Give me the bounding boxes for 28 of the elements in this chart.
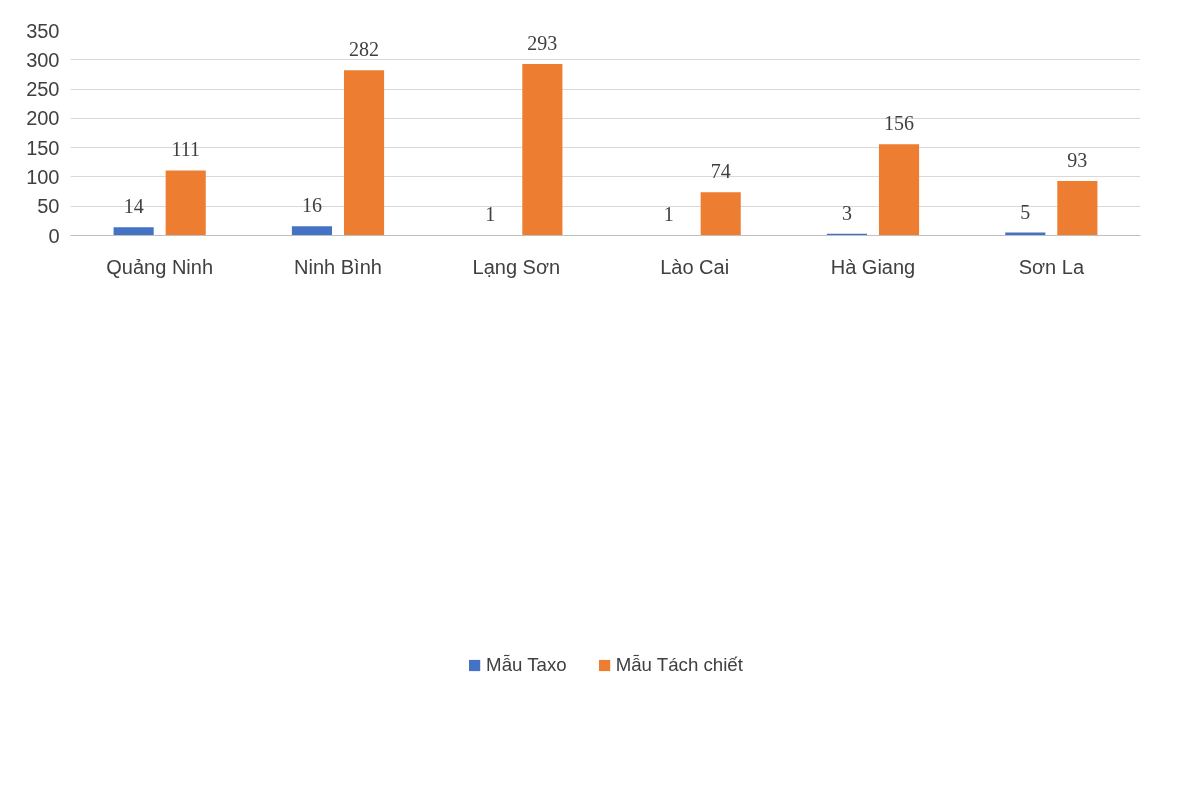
legend-label: Mẫu Tách chiết	[615, 653, 743, 676]
x-tick-label: Hà Giang	[830, 255, 916, 278]
data-label: 156	[884, 112, 915, 135]
y-tick-label: 250	[26, 78, 60, 101]
data-label: 16	[301, 194, 322, 217]
y-tick-label: 50	[37, 195, 60, 218]
y-tick-label: 300	[26, 48, 60, 71]
data-label: 74	[710, 160, 731, 183]
data-label: 14	[123, 195, 144, 218]
y-tick-label: 0	[48, 224, 60, 247]
x-tick-label: Ninh Bình	[294, 255, 382, 278]
data-label: 3	[841, 201, 852, 224]
data-label: 1	[663, 202, 674, 225]
x-tick-label: Lạng Sơn	[472, 255, 561, 278]
y-tick-label: 100	[26, 165, 60, 188]
y-tick-label: 350	[26, 19, 60, 42]
data-label: 1	[485, 202, 496, 225]
x-tick-label: Sơn La	[1018, 255, 1085, 278]
data-label: 282	[349, 38, 380, 61]
y-tick-label: 200	[26, 107, 60, 130]
data-label: 93	[1067, 149, 1088, 172]
data-label: 111	[171, 138, 200, 161]
x-tick-label: Lào Cai	[660, 255, 730, 278]
y-tick-label: 150	[26, 136, 60, 159]
data-label: 5	[1020, 200, 1031, 223]
x-tick-label: Quảng Ninh	[106, 255, 214, 278]
legend-label: Mẫu Taxo	[486, 653, 567, 676]
data-label: 293	[527, 31, 558, 54]
